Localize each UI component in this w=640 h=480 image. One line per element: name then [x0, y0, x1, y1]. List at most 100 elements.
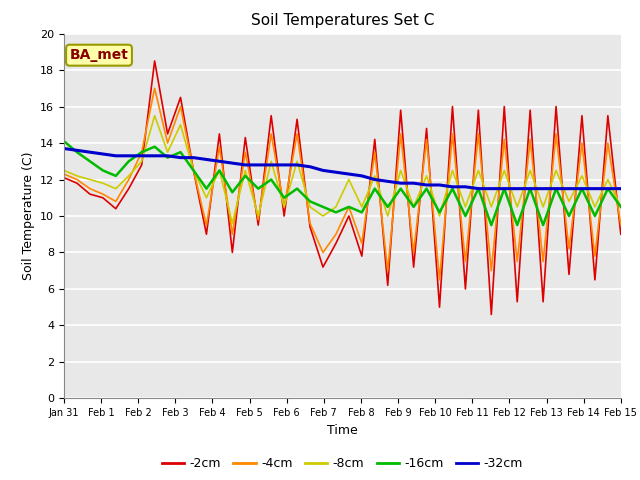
-2cm — [540, 299, 547, 305]
Line: -4cm: -4cm — [64, 88, 621, 280]
X-axis label: Time: Time — [327, 424, 358, 437]
-8cm — [164, 149, 172, 155]
-2cm — [112, 206, 120, 212]
-16cm — [604, 186, 612, 192]
-4cm — [565, 246, 573, 252]
-2cm — [280, 213, 288, 219]
-4cm — [177, 104, 184, 109]
-8cm — [293, 158, 301, 164]
Y-axis label: Soil Temperature (C): Soil Temperature (C) — [22, 152, 35, 280]
-4cm — [526, 136, 534, 142]
-8cm — [177, 122, 184, 128]
-16cm — [526, 186, 534, 192]
-2cm — [177, 95, 184, 100]
-4cm — [591, 253, 599, 259]
-4cm — [86, 186, 93, 192]
-32cm — [99, 151, 107, 157]
-2cm — [371, 136, 379, 142]
-32cm — [513, 186, 521, 192]
-4cm — [254, 217, 262, 223]
-32cm — [565, 186, 573, 192]
-16cm — [293, 186, 301, 192]
-2cm — [552, 104, 560, 109]
-2cm — [410, 264, 417, 270]
-4cm — [293, 131, 301, 137]
-32cm — [293, 162, 301, 168]
-4cm — [410, 250, 417, 255]
-32cm — [164, 153, 172, 159]
-16cm — [99, 168, 107, 173]
-16cm — [189, 168, 197, 173]
-4cm — [617, 222, 625, 228]
-16cm — [410, 204, 417, 210]
-32cm — [461, 184, 469, 190]
-8cm — [526, 168, 534, 173]
-32cm — [423, 182, 431, 188]
-16cm — [254, 186, 262, 192]
-2cm — [254, 222, 262, 228]
-16cm — [125, 158, 132, 164]
-2cm — [604, 113, 612, 119]
-4cm — [189, 168, 197, 173]
-8cm — [73, 173, 81, 179]
-32cm — [540, 186, 547, 192]
-32cm — [268, 162, 275, 168]
-16cm — [60, 138, 68, 144]
-16cm — [488, 222, 495, 228]
Legend: -2cm, -4cm, -8cm, -16cm, -32cm: -2cm, -4cm, -8cm, -16cm, -32cm — [157, 452, 528, 475]
-32cm — [125, 153, 132, 159]
-2cm — [526, 108, 534, 113]
-4cm — [99, 191, 107, 197]
-4cm — [203, 222, 211, 228]
-4cm — [488, 268, 495, 274]
-2cm — [164, 131, 172, 137]
-2cm — [565, 272, 573, 277]
-4cm — [604, 140, 612, 146]
-16cm — [319, 204, 327, 210]
-8cm — [138, 158, 145, 164]
-2cm — [332, 240, 340, 246]
-32cm — [189, 155, 197, 160]
-32cm — [216, 158, 223, 164]
-4cm — [60, 171, 68, 177]
-16cm — [461, 213, 469, 219]
-16cm — [86, 158, 93, 164]
-32cm — [138, 153, 145, 159]
-2cm — [86, 191, 93, 197]
-8cm — [125, 173, 132, 179]
-16cm — [280, 195, 288, 201]
-32cm — [319, 168, 327, 173]
-16cm — [112, 173, 120, 179]
-32cm — [254, 162, 262, 168]
-4cm — [151, 85, 159, 91]
-2cm — [189, 168, 197, 173]
-32cm — [73, 147, 81, 153]
-4cm — [164, 140, 172, 146]
-4cm — [345, 204, 353, 210]
-16cm — [513, 222, 521, 228]
-4cm — [384, 268, 392, 274]
-8cm — [591, 204, 599, 210]
-16cm — [552, 186, 560, 192]
-4cm — [228, 231, 236, 237]
-4cm — [125, 177, 132, 182]
-32cm — [112, 153, 120, 159]
-16cm — [345, 204, 353, 210]
-2cm — [138, 162, 145, 168]
Line: -8cm: -8cm — [64, 116, 621, 223]
-32cm — [526, 186, 534, 192]
-4cm — [216, 144, 223, 150]
-8cm — [371, 173, 379, 179]
-32cm — [436, 182, 444, 188]
-4cm — [474, 131, 482, 137]
-8cm — [474, 168, 482, 173]
-32cm — [552, 186, 560, 192]
-4cm — [500, 136, 508, 142]
Title: Soil Temperatures Set C: Soil Temperatures Set C — [251, 13, 434, 28]
-8cm — [461, 204, 469, 210]
-8cm — [617, 204, 625, 210]
-4cm — [280, 204, 288, 210]
-8cm — [552, 168, 560, 173]
-2cm — [216, 131, 223, 137]
-32cm — [151, 153, 159, 159]
